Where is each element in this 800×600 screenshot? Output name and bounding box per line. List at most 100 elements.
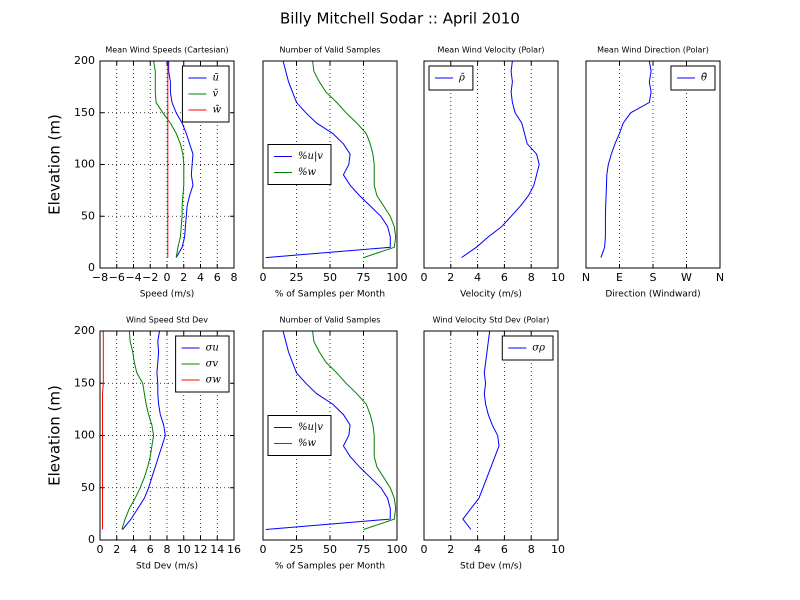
axes-frame xyxy=(585,60,721,269)
x-tick-label: 8 xyxy=(231,271,238,284)
x-tick-label: 8 xyxy=(528,543,535,556)
x-axis-label: % of Samples per Month xyxy=(275,290,385,300)
x-tick-label: 2 xyxy=(447,271,454,284)
x-tick-label: 0 xyxy=(421,271,428,284)
profile-line xyxy=(265,330,391,530)
legend-label: σu xyxy=(206,343,219,354)
legend: %u|v %w xyxy=(267,415,332,456)
panel-title: Mean Wind Velocity (Polar) xyxy=(437,46,544,55)
x-tick-label: 0 xyxy=(164,271,171,284)
x-tick-label: 6 xyxy=(147,543,154,556)
profile-line xyxy=(168,61,194,258)
axes-frame xyxy=(99,330,235,541)
panel-title: Number of Valid Samples xyxy=(280,316,381,325)
panel-title: Number of Valid Samples xyxy=(280,46,381,55)
axes-frame xyxy=(262,60,398,269)
panel-title: Wind Velocity Std Dev (Polar) xyxy=(433,316,550,325)
profile-line xyxy=(462,330,500,530)
legend-label: θ̄ xyxy=(701,73,707,84)
x-tick-label: −2 xyxy=(142,271,158,284)
profile-line xyxy=(461,60,540,259)
x-tick-label: −4 xyxy=(125,271,141,284)
x-tick-label: 100 xyxy=(387,271,408,284)
legend-label: %w xyxy=(298,167,317,178)
x-tick-label: 6 xyxy=(501,271,508,284)
legend-label: ρ̄ xyxy=(458,73,465,84)
x-tick-label: N xyxy=(716,271,724,284)
x-tick-label: 25 xyxy=(290,543,304,556)
axes-frame xyxy=(262,330,398,541)
y-tick-label: 100 xyxy=(74,429,95,442)
axes-frame xyxy=(99,60,235,269)
profile-line xyxy=(122,330,166,530)
x-axis-label: Speed (m/s) xyxy=(140,290,195,300)
x-axis-label: Direction (Windward) xyxy=(605,290,700,300)
profile-line xyxy=(600,60,652,258)
x-tick-label: 4 xyxy=(197,271,204,284)
legend-label: %u|v xyxy=(298,151,323,162)
legend: σρ xyxy=(501,335,554,361)
y-tick-label: 50 xyxy=(81,209,95,222)
legend: ρ̄ xyxy=(428,65,474,91)
x-tick-label: 10 xyxy=(177,543,191,556)
y-tick-label: 150 xyxy=(74,376,95,389)
profile-line xyxy=(312,330,397,530)
profile-line xyxy=(312,60,397,259)
x-tick-label: 100 xyxy=(387,543,408,556)
legend-label: %w xyxy=(298,438,317,449)
y-tick-label: 150 xyxy=(74,106,95,119)
legend-label: σw xyxy=(206,375,222,386)
axes-frame xyxy=(423,60,559,269)
profile-line xyxy=(265,60,391,259)
x-tick-label: E xyxy=(616,271,623,284)
x-tick-label: 14 xyxy=(210,543,224,556)
legend: %u|v %w xyxy=(267,144,332,185)
x-tick-label: 0 xyxy=(97,543,104,556)
y-tick-label: 200 xyxy=(74,54,95,67)
figure-title: Billy Mitchell Sodar :: April 2010 xyxy=(280,10,520,28)
x-tick-label: 12 xyxy=(194,543,208,556)
x-tick-label: 75 xyxy=(357,271,371,284)
x-tick-label: 8 xyxy=(164,543,171,556)
x-tick-label: 16 xyxy=(227,543,241,556)
x-tick-label: 4 xyxy=(474,271,481,284)
legend-label: %u|v xyxy=(298,422,323,433)
legend-label: ū xyxy=(212,73,218,84)
x-tick-label: 6 xyxy=(501,543,508,556)
x-tick-label: 0 xyxy=(421,543,428,556)
x-tick-label: 0 xyxy=(260,271,267,284)
x-axis-label: % of Samples per Month xyxy=(275,562,385,572)
panel-title: Mean Wind Speeds (Cartesian) xyxy=(105,46,228,55)
x-tick-label: −6 xyxy=(109,271,125,284)
legend-label: σρ xyxy=(532,343,545,354)
x-tick-label: 4 xyxy=(474,543,481,556)
legend: θ̄ xyxy=(670,65,716,91)
axes-frame xyxy=(423,330,559,541)
legend-label: w̄ xyxy=(212,105,221,116)
x-axis-label: Std Dev (m/s) xyxy=(136,562,198,572)
x-tick-label: W xyxy=(681,271,692,284)
x-tick-label: S xyxy=(650,271,657,284)
legend-label: σv xyxy=(206,359,219,370)
profile-line xyxy=(121,330,155,530)
legend-box xyxy=(267,415,332,456)
y-tick-label: 200 xyxy=(74,324,95,337)
x-tick-label: 25 xyxy=(290,271,304,284)
y-tick-label: 100 xyxy=(74,158,95,171)
x-tick-label: −8 xyxy=(92,271,108,284)
legend: ū v̄ w̄ xyxy=(181,65,230,123)
x-tick-label: 2 xyxy=(447,543,454,556)
panel-title: Wind Speed Std Dev xyxy=(126,316,208,325)
x-tick-label: 10 xyxy=(551,543,565,556)
profile-line xyxy=(102,331,104,530)
x-tick-label: 50 xyxy=(323,543,337,556)
profile-line xyxy=(153,60,185,258)
x-tick-label: N xyxy=(582,271,590,284)
y-tick-label: 0 xyxy=(88,533,95,546)
x-axis-label: Std Dev (m/s) xyxy=(460,562,522,572)
y-tick-label: 0 xyxy=(88,261,95,274)
x-tick-label: 10 xyxy=(551,271,565,284)
legend-box xyxy=(267,144,332,185)
x-tick-label: 2 xyxy=(180,271,187,284)
